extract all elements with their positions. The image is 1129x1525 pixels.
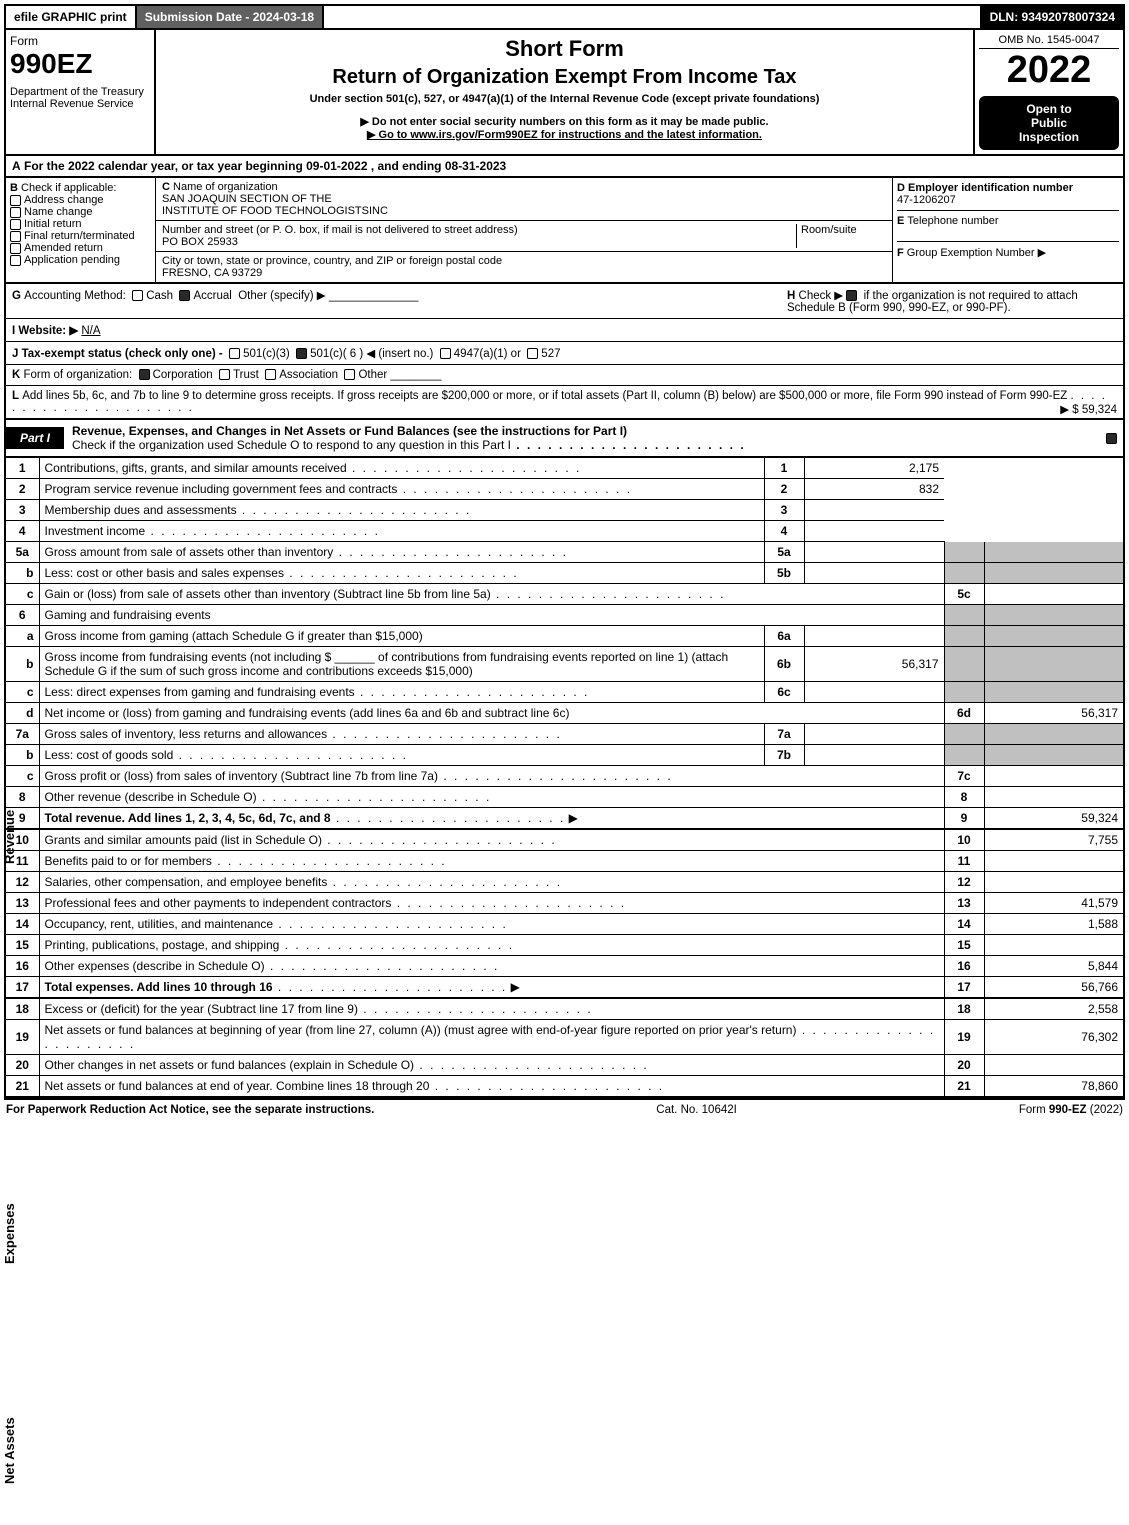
section-a: A For the 2022 calendar year, or tax yea… (4, 156, 1125, 178)
footer-form: Form 990-EZ (2022) (1019, 1104, 1123, 1116)
chk-501c3[interactable] (229, 348, 240, 359)
line-4: 4Investment income4 (5, 521, 1124, 542)
gross-receipts: ▶ $ 59,324 (1060, 402, 1117, 416)
chk-amended[interactable] (10, 243, 21, 254)
row-k: K Form of organization: Corporation Trus… (4, 365, 1125, 386)
line-13: 13Professional fees and other payments t… (5, 893, 1124, 914)
chk-527[interactable] (527, 348, 538, 359)
form-label: Form (10, 34, 150, 48)
line-2: 2Program service revenue including gover… (5, 479, 1124, 500)
room-suite-label: Room/suite (796, 224, 886, 248)
omb-number: OMB No. 1545-0047 (979, 34, 1119, 49)
form-header: Form 990EZ Department of the Treasury In… (4, 30, 1125, 156)
line-6c: cLess: direct expenses from gaming and f… (5, 682, 1124, 703)
line-8: 8Other revenue (describe in Schedule O)8 (5, 787, 1124, 808)
line-1: 1Contributions, gifts, grants, and simil… (5, 458, 1124, 479)
line-9: 9Total revenue. Add lines 1, 2, 3, 4, 5c… (5, 808, 1124, 830)
line-15: 15Printing, publications, postage, and s… (5, 935, 1124, 956)
footer-catalog: Cat. No. 10642I (656, 1104, 737, 1116)
top-bar: efile GRAPHIC print Submission Date - 20… (4, 4, 1125, 30)
ein: 47-1206207 (897, 194, 956, 206)
chk-schedule-b[interactable] (846, 290, 857, 301)
line-19: 19Net assets or fund balances at beginni… (5, 1020, 1124, 1055)
side-expenses: Expenses (2, 1203, 17, 1264)
section-bcdef: B Check if applicable: Address change Na… (4, 178, 1125, 284)
chk-assoc[interactable] (265, 369, 276, 380)
chk-501c[interactable] (296, 348, 307, 359)
line-7c: cGross profit or (loss) from sales of in… (5, 766, 1124, 787)
part-badge: Part I (6, 427, 64, 449)
efile-link[interactable]: efile GRAPHIC print (6, 6, 137, 28)
chk-schedule-o[interactable] (1106, 433, 1117, 444)
short-form-title: Short Form (162, 36, 967, 62)
org-address: PO BOX 25933 (162, 236, 238, 248)
note-link[interactable]: ▶ Go to www.irs.gov/Form990EZ for instru… (162, 128, 967, 141)
lines-table: 1Contributions, gifts, grants, and simil… (4, 458, 1125, 1098)
chk-address-change[interactable] (10, 195, 21, 206)
row-i: I Website: ▶ N/A (4, 319, 1125, 342)
chk-initial-return[interactable] (10, 219, 21, 230)
form-number: 990EZ (10, 48, 150, 80)
submission-date: Submission Date - 2024-03-18 (137, 6, 324, 28)
chk-pending[interactable] (10, 255, 21, 266)
footer: For Paperwork Reduction Act Notice, see … (4, 1098, 1125, 1120)
main-title: Return of Organization Exempt From Incom… (162, 66, 967, 89)
dept-line-2: Internal Revenue Service (10, 98, 150, 110)
chk-other-org[interactable] (344, 369, 355, 380)
org-name-2: INSTITUTE OF FOOD TECHNOLOGISTSINC (162, 205, 388, 217)
website: N/A (81, 325, 100, 337)
org-city: FRESNO, CA 93729 (162, 267, 262, 279)
line-6d: dNet income or (loss) from gaming and fu… (5, 703, 1124, 724)
line-17: 17Total expenses. Add lines 10 through 1… (5, 977, 1124, 999)
part-i-header: Part I Revenue, Expenses, and Changes in… (4, 420, 1125, 458)
chk-accrual[interactable] (179, 290, 190, 301)
line-21: 21Net assets or fund balances at end of … (5, 1076, 1124, 1098)
row-g-h: G Accounting Method: Cash Accrual Other … (4, 284, 1125, 319)
row-j: J Tax-exempt status (check only one) - 5… (4, 342, 1125, 365)
line-6: 6Gaming and fundraising events (5, 605, 1124, 626)
line-6a: aGross income from gaming (attach Schedu… (5, 626, 1124, 647)
line-14: 14Occupancy, rent, utilities, and mainte… (5, 914, 1124, 935)
org-name-1: SAN JOAQUIN SECTION OF THE (162, 193, 332, 205)
footer-left: For Paperwork Reduction Act Notice, see … (6, 1104, 374, 1116)
line-10: 10Grants and similar amounts paid (list … (5, 829, 1124, 851)
line-11: 11Benefits paid to or for members11 (5, 851, 1124, 872)
chk-cash[interactable] (132, 290, 143, 301)
dln: DLN: 93492078007324 (982, 6, 1123, 28)
chk-4947[interactable] (440, 348, 451, 359)
line-5b: bLess: cost or other basis and sales exp… (5, 563, 1124, 584)
line-7a: 7aGross sales of inventory, less returns… (5, 724, 1124, 745)
subtitle: Under section 501(c), 527, or 4947(a)(1)… (162, 93, 967, 105)
row-l: L Add lines 5b, 6c, and 7b to line 9 to … (4, 386, 1125, 420)
line-16: 16Other expenses (describe in Schedule O… (5, 956, 1124, 977)
chk-corp[interactable] (139, 369, 150, 380)
line-18: 18Excess or (deficit) for the year (Subt… (5, 998, 1124, 1020)
spacer (324, 6, 981, 28)
line-6b: bGross income from fundraising events (n… (5, 647, 1124, 682)
chk-name-change[interactable] (10, 207, 21, 218)
open-public-badge: Open to Public Inspection (979, 96, 1119, 150)
line-12: 12Salaries, other compensation, and empl… (5, 872, 1124, 893)
line-3: 3Membership dues and assessments3 (5, 500, 1124, 521)
side-revenue: Revenue (2, 810, 17, 864)
line-7b: bLess: cost of goods sold7b (5, 745, 1124, 766)
line-20: 20Other changes in net assets or fund ba… (5, 1055, 1124, 1076)
side-net-assets: Net Assets (2, 1417, 17, 1484)
note-ssn: ▶ Do not enter social security numbers o… (162, 115, 967, 128)
dept-line-1: Department of the Treasury (10, 86, 150, 98)
line-5c: cGain or (loss) from sale of assets othe… (5, 584, 1124, 605)
chk-trust[interactable] (219, 369, 230, 380)
line-5a: 5aGross amount from sale of assets other… (5, 542, 1124, 563)
tax-year: 2022 (979, 49, 1119, 92)
chk-final-return[interactable] (10, 231, 21, 242)
